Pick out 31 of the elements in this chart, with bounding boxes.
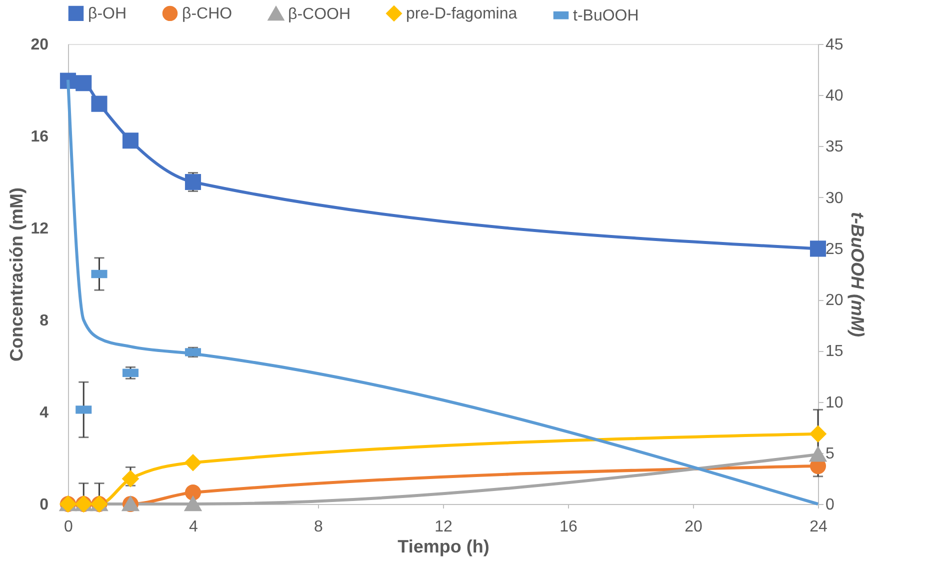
y2-tick-label: 5 [826, 445, 834, 462]
y-tick-label: 4 [40, 404, 49, 422]
y2-tick-label: 35 [826, 138, 844, 156]
x-tick-label: 4 [189, 518, 198, 536]
x-tick-label: 16 [560, 518, 578, 536]
legend-label: β-COOH [288, 6, 351, 23]
y2-tick-label: 20 [826, 292, 844, 310]
legend-label: β-CHO [182, 5, 232, 22]
x-tick-label: 20 [684, 518, 702, 536]
y2-axis-title: t-BuOOH (mM) [847, 212, 868, 337]
legend-label: β-OH [88, 5, 127, 22]
x-tick-label: 24 [810, 518, 828, 536]
y-axis-title: Concentración (mM) [6, 187, 27, 362]
y-tick-label: 12 [30, 220, 49, 238]
y2-tick-label: 25 [826, 240, 844, 258]
y2-tick-label: 40 [826, 88, 844, 105]
y-tick-label: 16 [30, 128, 49, 146]
y-tick-label: 20 [30, 36, 49, 54]
x-axis-title: Tiempo (h) [398, 536, 490, 556]
y2-tick-label: 45 [826, 36, 844, 54]
y-tick-label: 0 [40, 496, 49, 514]
y2-tick-label: 0 [826, 496, 834, 514]
y2-tick-label: 30 [826, 190, 844, 207]
x-tick-label: 12 [434, 518, 452, 536]
legend-label: pre-D-fagomina [406, 5, 518, 22]
x-tick-label: 0 [64, 518, 74, 536]
x-tick-label: 8 [314, 518, 324, 536]
legend-label: t-BuOOH [573, 7, 639, 24]
y2-tick-label: 15 [826, 343, 844, 360]
y-tick-label: 8 [40, 312, 49, 330]
y2-tick-label: 10 [826, 394, 844, 412]
